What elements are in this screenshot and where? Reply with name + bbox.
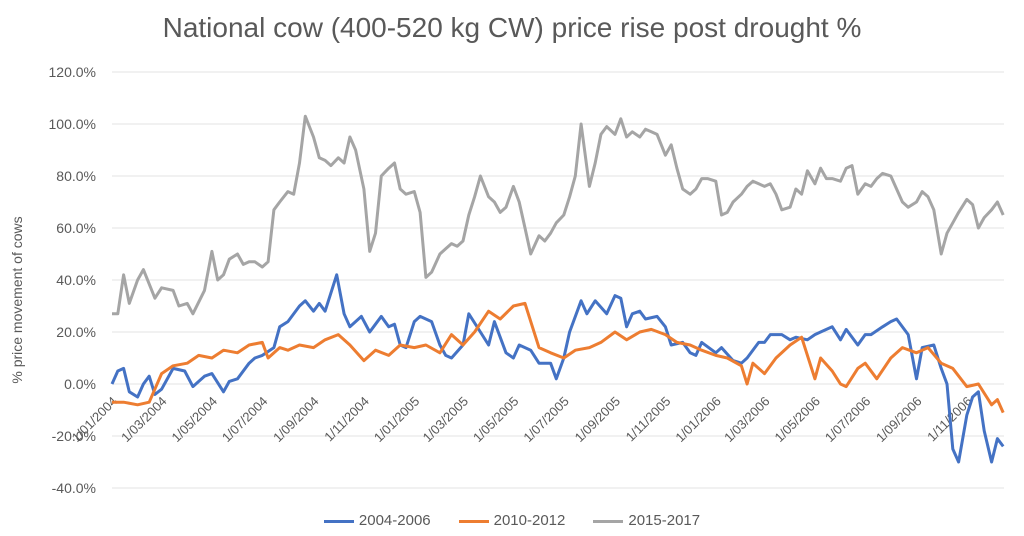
y-axis-label: % price movement of cows [9, 216, 25, 383]
x-tick-label: 1/03/2006 [721, 394, 773, 446]
legend-swatch [458, 519, 489, 523]
x-tick-label: 1/05/2006 [771, 394, 823, 446]
series-lines [110, 114, 1005, 464]
legend: 2004-2006 2010-2012 2015-2017 [0, 512, 1024, 529]
series-line-2010-2012 [112, 301, 1005, 414]
x-tick-label: 1/11/2005 [623, 394, 674, 445]
x-tick-label: 1/05/2004 [169, 394, 221, 446]
legend-label: 2010-2012 [493, 512, 566, 529]
x-tick-label: 1/07/2006 [822, 394, 874, 446]
legend-swatch [323, 519, 354, 523]
y-tick-label: 0.0% [64, 376, 96, 392]
x-tick-label: 1/11/2004 [321, 394, 372, 445]
series-line-2004-2006 [110, 273, 1005, 464]
y-tick-label: -40.0% [52, 480, 96, 496]
y-tick-label: 100.0% [49, 116, 96, 132]
x-tick-label: 1/09/2005 [572, 394, 624, 446]
y-tick-label: -20.0% [52, 428, 96, 444]
series-line-2015-2017 [112, 114, 1005, 316]
y-tick-label: 60.0% [56, 220, 96, 236]
chart-title: National cow (400-520 kg CW) price rise … [162, 12, 862, 43]
y-tick-label: 40.0% [56, 272, 96, 288]
y-tick-label: 80.0% [56, 168, 96, 184]
x-tick-label: 1/01/2005 [371, 394, 423, 446]
x-tick-label: 1/07/2004 [219, 394, 271, 446]
legend-label: 2015-2017 [628, 512, 701, 529]
grid-lines [112, 71, 1004, 489]
legend-item: 2015-2017 [593, 512, 700, 529]
legend-item: 2004-2006 [323, 512, 431, 529]
x-tick-label: 1/09/2004 [270, 394, 322, 446]
y-tick-label: 120.0% [49, 64, 96, 80]
y-tick-labels: 120.0% 100.0% 80.0% 60.0% 40.0% 20.0% 0.0% -20.… [49, 64, 96, 496]
x-tick-label: 1/09/2006 [873, 394, 925, 446]
x-tick-label: 1/01/2006 [672, 394, 724, 446]
x-tick-label: 1/03/2005 [420, 394, 472, 446]
x-tick-label: 1/07/2005 [520, 394, 572, 446]
legend-label: 2004-2006 [358, 512, 431, 529]
x-tick-label: 1/05/2005 [470, 394, 522, 446]
legend-swatch [593, 519, 624, 523]
legend-item: 2010-2012 [458, 512, 566, 529]
y-tick-label: 20.0% [56, 324, 96, 340]
